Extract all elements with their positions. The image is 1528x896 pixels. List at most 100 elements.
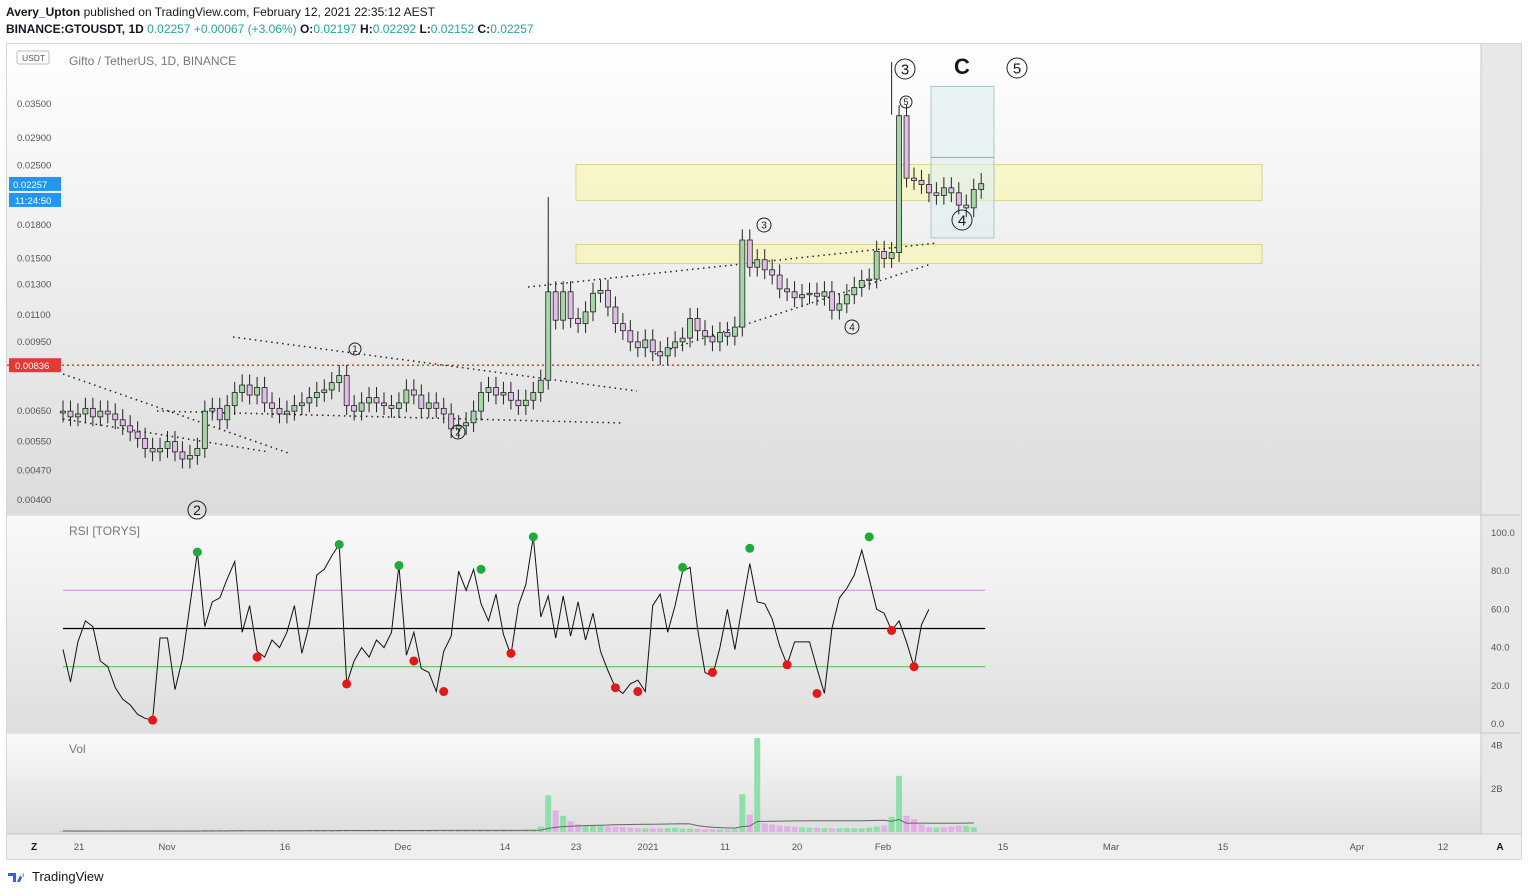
rsi-peak-marker xyxy=(745,543,755,553)
volume-bar xyxy=(269,830,276,832)
tradingview-icon xyxy=(8,872,25,882)
candle-body xyxy=(463,422,470,427)
candle-body xyxy=(119,419,126,427)
wave-label-3-circle xyxy=(756,217,772,233)
last-price-tag-text: 0.02257 xyxy=(13,180,47,191)
currency-badge-text: USDT xyxy=(22,53,45,63)
candle-body xyxy=(500,392,507,396)
candle-body xyxy=(784,288,791,293)
candle-body xyxy=(619,323,626,332)
candle-body xyxy=(679,337,686,343)
candle-body xyxy=(612,306,619,325)
volume-bar xyxy=(433,830,440,832)
candle-body xyxy=(201,410,208,449)
volume-bar xyxy=(261,830,268,832)
resistance-zone-lower xyxy=(575,243,1263,264)
volume-bar xyxy=(799,827,806,832)
time-tick-label: 12 xyxy=(1438,842,1449,853)
volume-bar xyxy=(478,830,485,832)
chart-frame: 0.03500 0.02900 0.02500 0.01800 0.01500 0.013… xyxy=(6,43,1522,860)
high-value: 0.02292 xyxy=(372,22,417,36)
volume-bar xyxy=(694,828,701,832)
volume-bar xyxy=(119,831,126,832)
candle-body xyxy=(179,451,186,460)
candle-body xyxy=(575,318,581,325)
volume-bar xyxy=(634,828,641,832)
volume-bar xyxy=(828,828,835,832)
rsi-trough-marker xyxy=(782,660,792,670)
candle-body xyxy=(485,387,492,393)
candle-body xyxy=(769,269,776,276)
rsi-peak-marker xyxy=(394,560,404,570)
tradingview-logo[interactable]: TradingView xyxy=(8,869,104,884)
candle-body xyxy=(493,387,499,396)
volume-bar xyxy=(701,829,708,832)
volume-bar xyxy=(672,827,679,832)
volume-bar xyxy=(575,824,582,832)
volume-bar xyxy=(896,775,903,832)
volume-pane-title: Vol xyxy=(69,742,86,756)
volume-bar xyxy=(560,815,567,832)
price-tick-label: 0.01100 xyxy=(17,310,51,321)
rsi-trough-marker xyxy=(148,715,158,725)
volume-bar xyxy=(291,830,298,832)
auto-scale-button[interactable] xyxy=(1491,837,1509,855)
candle-body xyxy=(926,184,932,194)
candle-body xyxy=(298,402,305,407)
countdown-tag xyxy=(9,192,61,207)
volume-bar xyxy=(739,794,746,832)
candle-body xyxy=(694,318,701,332)
volume-bar xyxy=(881,825,888,832)
candle-body xyxy=(142,437,149,449)
volume-bar xyxy=(507,830,514,832)
volume-bar xyxy=(761,823,768,832)
candle-body xyxy=(239,384,246,393)
candle-body xyxy=(410,389,417,396)
volume-bar xyxy=(500,829,507,832)
candle-body xyxy=(97,410,104,418)
volume-bar xyxy=(888,816,895,832)
volume-bar xyxy=(530,829,537,832)
volume-bar xyxy=(97,831,104,832)
candle-body xyxy=(396,402,402,409)
chart-canvas[interactable]: 0.035000.029000.025000.018000.015000.013… xyxy=(7,44,1521,859)
candle-body xyxy=(328,382,335,391)
volume-bar xyxy=(455,830,462,832)
brand-text: TradingView xyxy=(32,869,104,884)
countdown-tag-text: 11:24:50 xyxy=(15,196,51,207)
volume-bar xyxy=(522,830,529,832)
volume-bar xyxy=(612,826,619,832)
volume-bar xyxy=(843,828,850,832)
level-tag-text: 0.00836 xyxy=(15,361,49,372)
volume-bar xyxy=(60,830,66,832)
volume-bar xyxy=(679,828,686,832)
candle-body xyxy=(828,291,835,311)
volume-bar xyxy=(373,830,380,832)
volume-bar xyxy=(82,831,89,832)
zoom-button[interactable] xyxy=(25,837,43,855)
volume-bar xyxy=(328,830,335,832)
candle-body xyxy=(724,332,731,337)
author-name[interactable]: Avery_Upton xyxy=(6,5,81,19)
price-axis-bg xyxy=(1481,44,1521,859)
time-tick-label: 21 xyxy=(74,842,85,853)
price-tick-label: 0.02500 xyxy=(17,160,51,171)
candle-body xyxy=(597,289,604,294)
wave-label-2-major-circle xyxy=(187,500,207,520)
volume-bar xyxy=(925,827,932,832)
volume-bar xyxy=(440,830,447,832)
candle-body xyxy=(351,405,358,412)
candle-body xyxy=(425,402,432,409)
candle-body xyxy=(291,405,298,412)
volume-bar xyxy=(380,830,387,832)
rsi-trough-marker xyxy=(707,667,717,677)
candle-body xyxy=(157,448,163,453)
candle-body xyxy=(746,239,753,268)
volume-bar xyxy=(67,831,74,832)
candle-body xyxy=(761,259,768,271)
rsi-tick-label: 100.0 xyxy=(1491,528,1515,539)
candle-body xyxy=(970,189,977,209)
candle-body xyxy=(388,405,395,409)
volume-bar xyxy=(955,825,962,832)
rsi-trough-marker xyxy=(439,687,449,697)
